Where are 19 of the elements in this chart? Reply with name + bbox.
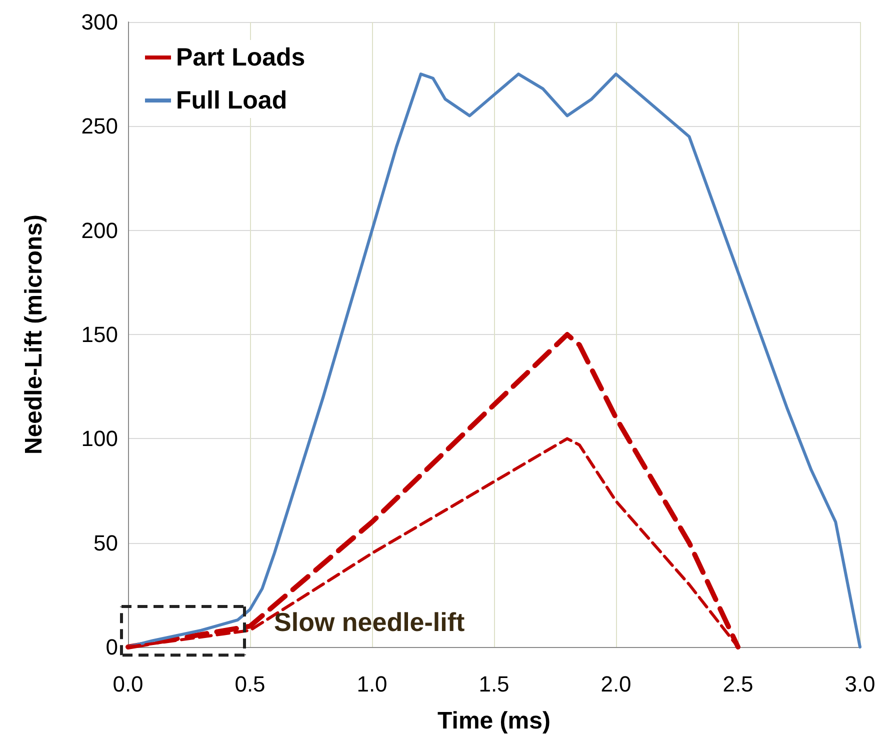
x-tick-label: 2.0 bbox=[600, 672, 632, 696]
x-tick-label: 1.5 bbox=[478, 672, 510, 696]
annotation: Slow needle-lift bbox=[274, 607, 465, 638]
x-axis-title: Time (ms) bbox=[438, 708, 550, 734]
x-tick-label: 0.0 bbox=[112, 672, 144, 696]
x-tick-label: 2.5 bbox=[722, 672, 754, 696]
y-tick-label: 150 bbox=[81, 322, 118, 347]
y-tick-label: 0 bbox=[106, 634, 118, 660]
legend-label: Full Load bbox=[176, 86, 288, 114]
x-tick-label: 0.5 bbox=[234, 672, 266, 696]
y-tick-label: 300 bbox=[81, 10, 118, 34]
x-tick-label: 3.0 bbox=[844, 672, 876, 696]
legend-label: Part Loads bbox=[176, 44, 306, 72]
y-tick-label: 50 bbox=[94, 530, 118, 556]
y-tick-label: 200 bbox=[81, 218, 118, 243]
y-axis-title: Needle-Lift (microns) bbox=[20, 214, 48, 455]
y-tick-label: 100 bbox=[81, 426, 118, 452]
x-tick-label: 1.0 bbox=[356, 672, 388, 696]
y-tick-label: 250 bbox=[81, 114, 118, 139]
